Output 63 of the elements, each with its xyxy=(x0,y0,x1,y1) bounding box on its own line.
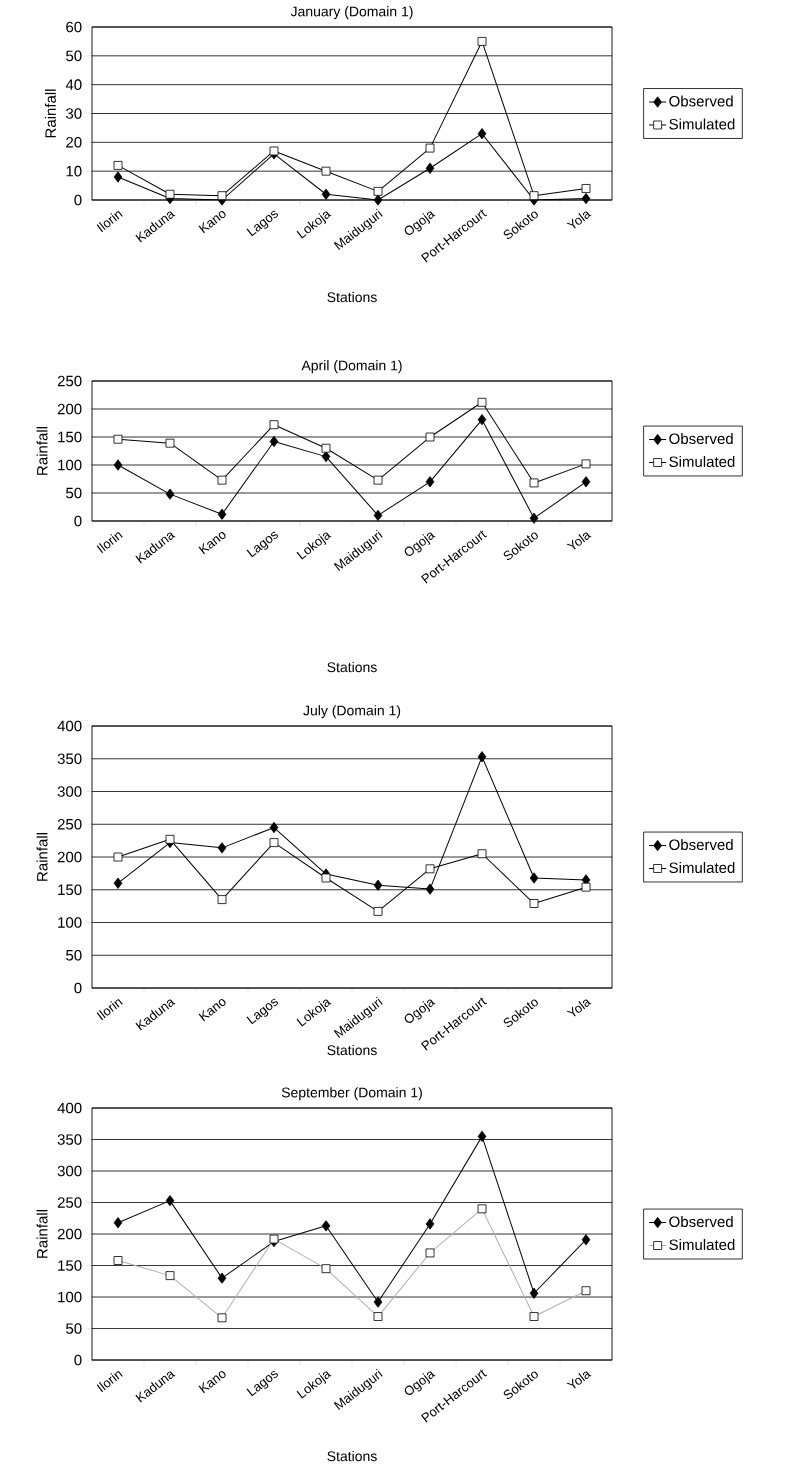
chart-title: April (Domain 1) xyxy=(301,360,402,374)
x-tick-label: Kano xyxy=(198,1371,226,1394)
y-tick-label: 200 xyxy=(57,403,82,415)
y-axis-title: Rainfall xyxy=(44,89,56,138)
legend-label: Observed xyxy=(669,1216,733,1228)
x-tick-label: Yola xyxy=(566,1371,592,1389)
chart-title: January (Domain 1) xyxy=(290,6,413,20)
y-tick-label: 0 xyxy=(74,194,82,206)
y-axis-title: Rainfall xyxy=(36,427,48,475)
y-tick-label: 150 xyxy=(58,884,82,896)
y-tick-label: 350 xyxy=(57,1134,82,1145)
y-tick-label: 100 xyxy=(58,1291,82,1303)
y-tick-label: 400 xyxy=(57,1102,82,1114)
chart-title: September (Domain 1) xyxy=(281,1087,422,1101)
chart-title: July (Domain 1) xyxy=(303,705,401,719)
y-tick-label: 100 xyxy=(58,917,82,928)
y-tick-label: 150 xyxy=(58,1260,82,1271)
y-tick-label: 40 xyxy=(65,79,82,90)
x-tick-label: Yola xyxy=(566,999,592,1017)
x-tick-label: Yola xyxy=(566,211,592,229)
y-tick-label: 0 xyxy=(74,1354,82,1366)
x-axis-title: Stations xyxy=(327,661,377,673)
x-axis-title: Stations xyxy=(327,291,377,303)
y-tick-label: 50 xyxy=(66,50,82,62)
y-tick-label: 100 xyxy=(58,459,82,471)
legend-label: Observed xyxy=(669,433,733,445)
y-tick-label: 150 xyxy=(58,431,82,443)
y-tick-label: 250 xyxy=(57,818,82,830)
y-tick-label: 50 xyxy=(66,1323,82,1334)
y-tick-label: 50 xyxy=(66,487,82,499)
x-tick-label: Ilorin xyxy=(96,532,123,554)
legend-label: Observed xyxy=(669,95,733,107)
x-tick-label: Kano xyxy=(198,211,226,234)
y-tick-label: 30 xyxy=(66,108,82,119)
y-tick-label: 0 xyxy=(74,982,82,994)
y-tick-label: 200 xyxy=(57,1228,82,1240)
x-tick-label: Kano xyxy=(198,532,226,555)
x-tick-label: Ilorin xyxy=(96,211,123,233)
y-tick-label: 20 xyxy=(66,137,82,148)
y-tick-label: 0 xyxy=(74,515,82,527)
x-tick-label: Ilorin xyxy=(96,999,123,1021)
x-tick-label: Yola xyxy=(566,532,592,550)
y-tick-label: 60 xyxy=(66,21,82,33)
y-tick-label: 300 xyxy=(57,786,82,797)
legend-label: Observed xyxy=(669,839,733,851)
x-tick-label: Ilorin xyxy=(96,1371,123,1393)
y-axis-title: Rainfall xyxy=(36,833,48,881)
legend-label: Simulated xyxy=(669,1239,735,1251)
y-tick-label: 400 xyxy=(57,720,82,732)
y-axis-title: Rainfall xyxy=(36,1210,48,1258)
x-tick-label: Kano xyxy=(198,999,226,1022)
x-axis-title: Stations xyxy=(327,1044,377,1056)
x-axis-title: Stations xyxy=(327,1450,377,1462)
y-tick-label: 200 xyxy=(57,851,82,863)
y-tick-label: 350 xyxy=(57,753,82,765)
y-tick-label: 50 xyxy=(66,949,82,961)
legend-label: Simulated xyxy=(669,456,735,468)
legend-label: Simulated xyxy=(669,118,735,130)
y-tick-label: 250 xyxy=(57,1197,82,1208)
legend-label: Simulated xyxy=(669,862,735,874)
y-tick-label: 300 xyxy=(57,1165,82,1177)
y-tick-label: 250 xyxy=(57,375,82,387)
y-tick-label: 10 xyxy=(66,165,82,177)
